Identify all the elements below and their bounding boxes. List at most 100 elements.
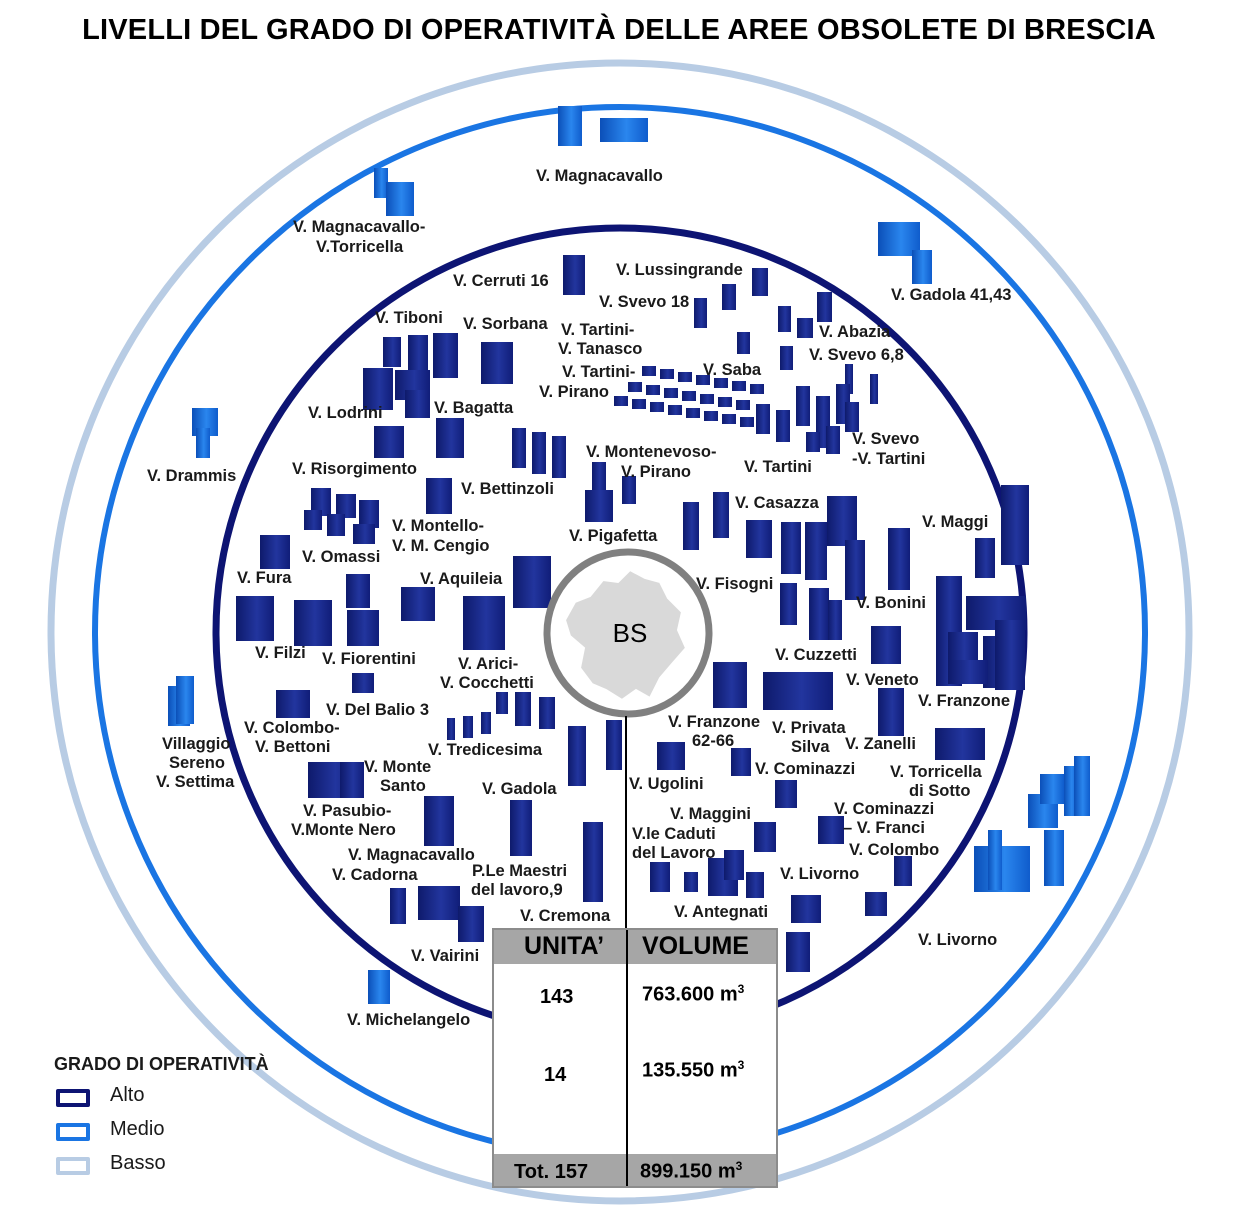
place-label: V. Veneto [846,671,919,689]
place-label: V. Omassi [302,548,380,566]
row-volume: 763.600 m3 [642,982,745,1006]
place-label: V. Pigafetta [569,527,658,545]
place-label: V. Tiboni [375,309,443,327]
legend: GRADO DI OPERATIVITÀ Alto Medio Basso [54,1054,269,1177]
place-label: V. Zanelli [845,735,916,753]
place-label: V. Livorno [918,931,997,949]
place-label: V. Antegnati [674,903,768,921]
place-label: V.Torricella [316,238,404,256]
place-label: V. Aquileia [420,570,503,588]
place-label: V. Svevo 18 [599,293,689,311]
place-label: V. Casazza [735,494,820,512]
place-label: V. Cominazzi [834,800,934,818]
place-label: V. Cocchetti [440,674,534,692]
legend-item-basso: Basso [54,1143,269,1177]
place-label: V. Privata [772,719,847,737]
place-label: V. Tartini- [562,363,635,381]
place-label: V. Livorno [780,865,859,883]
place-label: del Lavoro [632,844,715,862]
legend-label: Basso [110,1152,166,1174]
place-label: V. Svevo 6,8 [809,346,904,364]
buildings-alto [236,255,1029,972]
place-label: V. Tartini [744,458,812,476]
place-label: V. Pirano [539,383,609,401]
place-label: V. Colombo- [244,719,340,737]
place-label: Santo [380,777,426,795]
place-label: V. Del Balio 3 [326,701,429,719]
place-label: Silva [791,738,830,756]
place-label: – V. Franci [843,819,925,837]
place-label: V. Cominazzi [755,760,855,778]
place-label: V. Bagatta [434,399,514,417]
legend-label: Alto [110,1084,145,1106]
total-unita: Tot. 157 [514,1161,589,1183]
place-label: V. Magnacavallo [348,846,475,864]
place-label: V. Montello- [392,517,484,535]
legend-swatch-alto [56,1089,90,1107]
place-label: V. Settima [156,773,235,791]
page-title: LIVELLI DEL GRADO DI OPERATIVITÀ DELLE A… [82,14,1156,46]
place-label: V. Abazia [819,323,891,341]
center-label: BS [613,618,648,648]
legend-label: Medio [110,1118,165,1140]
legend-swatch-medio [56,1123,90,1141]
legend-title: GRADO DI OPERATIVITÀ [54,1054,269,1074]
place-label: V. Lussingrande [616,261,743,279]
place-label: V. Tredicesima [428,741,543,759]
place-label: 62-66 [692,732,734,750]
brescia-outline [563,568,688,702]
legend-item-alto: Alto [54,1075,269,1109]
place-label: V. Saba [703,361,762,379]
place-label: V. Svevo [852,430,919,448]
place-label: V. Bonini [856,594,926,612]
place-label: V.Monte Nero [291,821,396,839]
ring-basso [47,59,1193,1205]
place-label: V. Colombo [849,841,939,859]
place-label: V. Bettoni [255,738,330,756]
row-unita: 143 [540,986,574,1008]
place-label: V. M. Cengio [392,537,490,555]
header-volume: VOLUME [642,932,749,960]
place-label: del lavoro,9 [471,881,563,899]
labels-alto: V. Cerruti 16 V. Lussingrande V. Svevo 1… [237,261,1010,965]
place-label: V. Cadorna [332,866,418,884]
legend-swatch-basso [56,1157,90,1175]
place-label: V. Michelangelo [347,1011,470,1029]
place-label: V. Gadola 41,43 [891,286,1011,304]
place-label: V. Franzone [668,713,760,731]
place-label: V. Drammis [147,467,236,485]
header-unita: UNITA’ [524,932,605,960]
place-label: V. Maggi [922,513,988,531]
place-label: V. Fiorentini [322,650,416,668]
place-label: di Sotto [909,782,970,800]
table-header [494,930,776,964]
place-label: V. Ugolini [629,775,704,793]
place-label: V. Vairini [411,947,479,965]
row-unita: 14 [544,1064,567,1086]
place-label: V. Cuzzetti [775,646,857,664]
place-label: V. Magnacavallo [536,167,663,185]
buildings-medio [168,106,1090,1004]
place-label: V. Cerruti 16 [453,272,549,290]
place-label: V. Lodrini [308,404,383,422]
place-label: V. Filzi [255,644,306,662]
place-label: Sereno [169,754,225,772]
place-label: V. Monte [364,758,431,776]
place-label: V. Fura [237,569,292,587]
place-label: V. Pirano [621,463,691,481]
place-label: V.le Caduti [632,825,716,843]
place-label: V. Gadola [482,780,557,798]
place-label: V. Franzone [918,692,1010,710]
place-label: V. Tanasco [558,340,642,358]
labels-medio: V. Magnacavallo V. Magnacavallo- V.Torri… [147,167,1011,1029]
summary-table: UNITA’ VOLUME 143 763.600 m3 14 135.550 … [492,928,778,1188]
place-label: V. Sorbana [463,315,548,333]
place-label: V. Magnacavallo- [293,218,425,236]
place-label: V. Maggini [670,805,751,823]
place-label: Villaggio [162,735,230,753]
legend-item-medio: Medio [54,1109,269,1143]
place-label: V. Risorgimento [292,460,417,478]
table-footer [494,1154,776,1186]
place-label: V. Cremona [520,907,611,925]
